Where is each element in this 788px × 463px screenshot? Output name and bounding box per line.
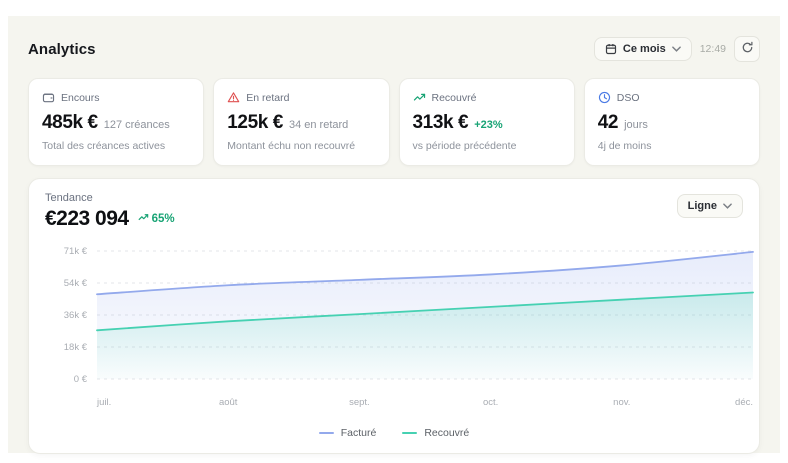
stat-sub: 127 créances xyxy=(103,119,170,131)
x-tick-label: août xyxy=(219,397,238,408)
trend-delta-value: 65% xyxy=(151,213,175,225)
refresh-button[interactable] xyxy=(734,36,760,62)
period-select-label: Ce mois xyxy=(622,43,666,55)
trend-arrow-icon xyxy=(138,213,149,225)
period-select-button[interactable]: Ce mois xyxy=(593,37,692,61)
stat-sub-delta: +23% xyxy=(474,119,503,131)
stat-value: 485k € xyxy=(42,112,98,133)
trend-value-row: €223 094 65% xyxy=(45,207,743,231)
stat-label: En retard xyxy=(246,91,290,104)
chart-type-label: Ligne xyxy=(687,200,717,212)
stat-card-en-retard: En retard 125k € 34 en retard Montant éc… xyxy=(213,78,390,166)
x-tick-label: nov. xyxy=(613,397,630,408)
stat-value: 125k € xyxy=(227,112,283,133)
stat-card-header: DSO xyxy=(598,91,746,104)
stat-value-row: 485k € 127 créances xyxy=(42,112,190,134)
stat-description: Montant échu non recouvré xyxy=(227,140,356,152)
legend-swatch-facture xyxy=(318,432,334,434)
legend-label: Facturé xyxy=(340,427,377,439)
stat-description: vs période précédente xyxy=(412,140,517,152)
stat-card-header: Recouvré xyxy=(413,91,561,104)
x-tick-label: sept. xyxy=(349,397,370,408)
line-Facturé xyxy=(96,251,754,296)
refresh-icon xyxy=(741,41,754,57)
stat-label: DSO xyxy=(616,91,640,104)
y-tick-label: 54k € xyxy=(64,278,88,289)
line-Recouvré xyxy=(96,291,754,332)
y-tick-label: 18k € xyxy=(64,342,88,353)
alert-triangle-icon xyxy=(227,91,240,104)
stat-card-encours: Encours 485k € 127 créances Total des cr… xyxy=(28,78,205,166)
clock-icon xyxy=(598,91,611,104)
x-tick-label: oct. xyxy=(483,397,498,408)
stat-value-row: 313k € +23% xyxy=(413,112,561,134)
stat-label: Recouvré xyxy=(431,91,477,104)
x-tick-label: juil. xyxy=(96,397,111,408)
page-header: Analytics Ce mois 12:49 xyxy=(28,16,760,78)
stat-card-dso: DSO 42 jours 4j de moins xyxy=(583,78,760,166)
trending-up-icon xyxy=(413,91,426,104)
x-tick-label: déc. xyxy=(735,397,753,408)
chevron-down-icon xyxy=(723,203,732,209)
trend-value: €223 094 xyxy=(45,207,129,230)
chart-type-select-button[interactable]: Ligne xyxy=(676,194,743,218)
y-tick-label: 71k € xyxy=(64,246,88,257)
stat-card-header: En retard xyxy=(227,91,375,104)
stat-sub: jours xyxy=(624,119,648,131)
header-controls: Ce mois 12:49 xyxy=(593,36,760,62)
stat-sub: 34 en retard xyxy=(288,119,349,131)
trend-label: Tendance xyxy=(45,192,93,204)
wallet-icon xyxy=(42,91,55,104)
stat-description: Total des créances actives xyxy=(42,140,166,152)
stats-row: Encours 485k € 127 créances Total des cr… xyxy=(28,78,760,166)
stat-label: Encours xyxy=(61,91,100,104)
stat-value-row: 42 jours xyxy=(598,112,746,134)
page-title: Analytics xyxy=(28,40,96,58)
legend-item-recouvre: Recouvré xyxy=(402,427,469,439)
analytics-page: Analytics Ce mois 12:49 xyxy=(8,16,780,454)
stat-description: 4j de moins xyxy=(597,140,652,152)
stat-card-header: Encours xyxy=(42,91,190,104)
calendar-icon xyxy=(605,43,617,55)
y-tick-label: 0 € xyxy=(74,374,88,385)
trend-delta: 65% xyxy=(138,213,175,225)
y-tick-label: 36k € xyxy=(64,310,88,321)
stat-value: 42 xyxy=(597,112,619,133)
area-Recouvré xyxy=(97,292,753,379)
trend-card: Tendance €223 094 65% Ligne 0 €1 xyxy=(28,178,760,454)
legend-item-facture: Facturé xyxy=(318,427,377,439)
current-time: 12:49 xyxy=(699,43,726,55)
stat-value-row: 125k € 34 en retard xyxy=(227,112,375,134)
trend-chart: 0 € 18k € 36k € 54k € 71k € juil. août sept. oct… xyxy=(64,246,754,408)
stat-value: 313k € xyxy=(412,112,469,133)
legend-label: Recouvré xyxy=(424,427,470,439)
chart-legend: Facturé Recouvré xyxy=(45,427,743,439)
chevron-down-icon xyxy=(671,46,681,52)
stat-card-recouvre: Recouvré 313k € +23% vs période précéden… xyxy=(398,78,575,166)
legend-swatch-recouvre xyxy=(402,432,418,434)
